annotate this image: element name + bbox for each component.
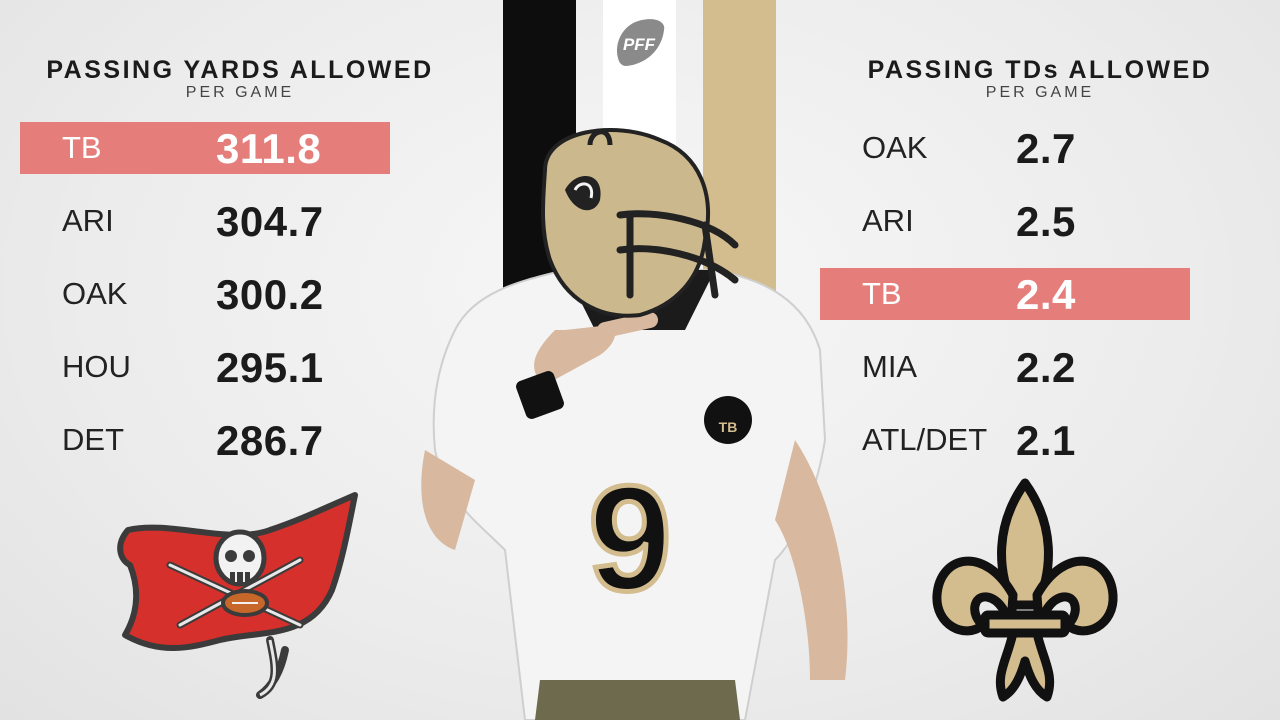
stripe-gold xyxy=(703,0,776,310)
team-abbreviation: DET xyxy=(62,422,124,457)
team-abbreviation: OAK xyxy=(62,276,128,311)
ranking-row: TB 311.8 xyxy=(20,122,390,174)
ranking-row: ARI 304.7 xyxy=(20,195,390,247)
passing-yards-panel: PASSING YARDS ALLOWED PER GAME TB 311.8 AR… xyxy=(20,55,460,464)
ranking-row: OAK 300.2 xyxy=(20,268,390,320)
panel-subtitle: PER GAME xyxy=(985,84,1095,101)
stat-value: 295.1 xyxy=(216,344,324,391)
ranking-row: ARI 2.5 xyxy=(820,195,1190,247)
player-illustration: 9 TB xyxy=(421,128,848,720)
stat-value: 2.2 xyxy=(1016,344,1076,391)
team-abbreviation: OAK xyxy=(862,130,928,165)
ranking-row: HOU 295.1 xyxy=(20,341,390,393)
jersey-number: 9 xyxy=(588,454,671,622)
panel-title: PASSING TDs ALLOWED xyxy=(867,56,1213,84)
team-abbreviation: ARI xyxy=(62,203,114,238)
team-abbreviation: MIA xyxy=(862,349,918,384)
passing-tds-panel: PASSING TDs ALLOWED PER GAME OAK 2.7 ARI 2.… xyxy=(820,55,1260,464)
patch-text: TB xyxy=(719,419,738,435)
stat-value: 2.7 xyxy=(1016,125,1076,172)
team-abbreviation: TB xyxy=(862,276,902,311)
team-abbreviation: TB xyxy=(62,130,102,165)
panel-title: PASSING YARDS ALLOWED xyxy=(46,56,434,84)
ranking-row: MIA 2.2 xyxy=(820,341,1190,393)
ranking-row: OAK 2.7 xyxy=(820,122,1190,174)
panel-subtitle: PER GAME xyxy=(185,84,295,101)
team-abbreviation: HOU xyxy=(62,349,131,384)
fleur-de-lis-icon xyxy=(932,478,1118,702)
stat-value: 286.7 xyxy=(216,417,324,464)
tb-patch xyxy=(704,396,752,444)
buccaneers-flag-icon xyxy=(117,492,358,699)
ranking-row: DET 286.7 xyxy=(20,414,390,466)
stat-value: 2.4 xyxy=(1016,271,1076,318)
team-abbreviation: ARI xyxy=(862,203,914,238)
stat-value: 2.5 xyxy=(1016,198,1076,245)
stat-value: 2.1 xyxy=(1016,417,1076,464)
team-abbreviation: ATL/DET xyxy=(862,422,988,457)
stat-value: 311.8 xyxy=(216,125,322,172)
ranking-row: ATL/DET 2.1 xyxy=(820,414,1190,466)
stat-value: 304.7 xyxy=(216,198,324,245)
pff-logo-text: PFF xyxy=(623,35,656,54)
stat-value: 300.2 xyxy=(216,271,324,318)
pff-logo-icon: PFF xyxy=(617,19,665,66)
ranking-row: TB 2.4 xyxy=(820,268,1190,320)
